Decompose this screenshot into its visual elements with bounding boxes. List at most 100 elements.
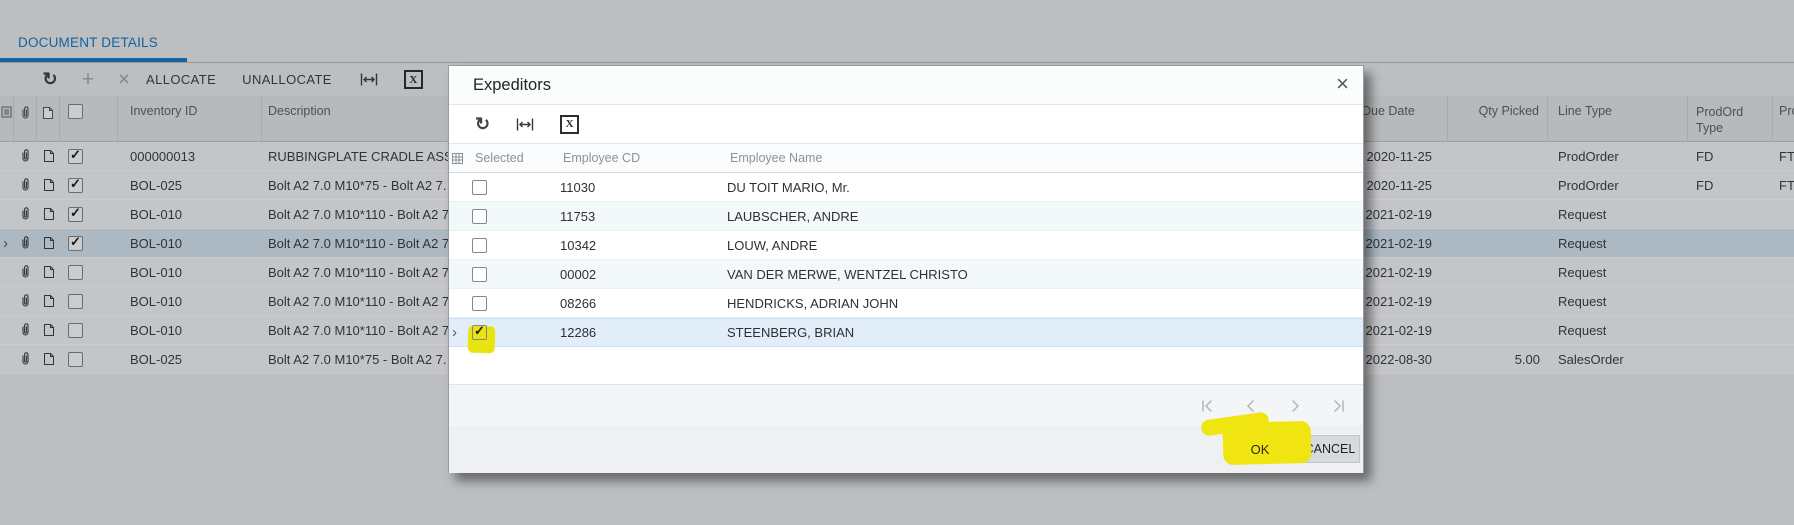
description-cell[interactable]: RUBBINGPLATE CRADLE ASS [268,148,453,164]
line-type-cell[interactable]: ProdOrder [1558,148,1619,164]
row-files-cell[interactable] [14,265,37,279]
employee-name-cell[interactable]: STEENBERG, BRIAN [727,325,855,340]
row-doc-cell[interactable] [37,149,60,163]
employee-name-cell[interactable]: HENDRICKS, ADRIAN JOHN [727,295,899,311]
inventory-id-cell[interactable]: BOL-010 [130,206,183,222]
header-checkbox[interactable] [68,104,83,119]
employee-name-cell[interactable]: LAUBSCHER, ANDRE [727,208,859,224]
files-column-header[interactable] [14,96,37,141]
unallocate-button[interactable]: UNALLOCATE [242,72,332,87]
description-cell[interactable]: Bolt A2 7.0 M10*110 - Bolt A2 7 [268,206,450,222]
column-header-prodord-type[interactable]: ProdOrd Type [1688,96,1773,141]
row-checkbox[interactable] [472,295,487,311]
inventory-id-cell[interactable]: BOL-010 [130,293,183,309]
employee-cd-cell[interactable]: 08266 [560,295,597,311]
last-page-icon[interactable] [1331,398,1347,414]
column-header-line-type[interactable]: Line Type [1548,96,1688,141]
row-checkbox[interactable] [472,237,487,253]
table-row[interactable]: › 10342 LOUW, ANDRE [449,231,1363,260]
inventory-id-cell[interactable]: BOL-010 [130,322,183,338]
description-cell[interactable]: Bolt A2 7.0 M10*75 - Bolt A2 7. [268,351,447,367]
row-doc-cell[interactable] [37,236,60,250]
description-cell[interactable]: Bolt A2 7.0 M10*110 - Bolt A2 7 [268,264,450,280]
row-files-cell[interactable] [14,149,37,163]
employee-cd-cell[interactable]: 10342 [560,237,597,253]
table-row[interactable]: › 12286 STEENBERG, BRIAN [449,318,1363,354]
row-checkbox[interactable] [472,208,487,224]
doc-column-header[interactable] [37,96,60,141]
line-type-cell[interactable]: Request [1558,264,1607,280]
first-page-icon[interactable] [1199,398,1215,414]
employee-cd-cell[interactable]: 11753 [560,208,596,224]
row-doc-cell[interactable] [37,178,60,192]
row-doc-cell[interactable] [37,294,60,308]
prev-page-icon[interactable] [1243,398,1259,414]
row-doc-cell[interactable] [37,323,60,337]
row-doc-cell[interactable] [37,352,60,366]
ok-button[interactable]: OK [1250,441,1270,457]
line-type-cell[interactable]: Request [1558,322,1607,338]
description-cell[interactable]: Bolt A2 7.0 M10*110 - Bolt A2 7 [268,235,450,251]
due-date-cell[interactable]: 2021-02-19 [1365,206,1433,222]
tab-document-details[interactable]: DOCUMENT DETAILS [18,35,158,50]
line-type-cell[interactable]: Request [1558,206,1607,222]
column-header-due-date[interactable]: Due Date [1280,96,1448,141]
line-type-cell[interactable]: Request [1558,235,1607,251]
description-cell[interactable]: Bolt A2 7.0 M10*110 - Bolt A2 7 [268,322,450,338]
table-row[interactable]: › 11030 DU TOIT MARIO, Mr. [449,173,1363,202]
row-checkbox[interactable] [472,179,487,195]
prodord-type-cell[interactable]: FD [1696,177,1714,193]
due-date-cell[interactable]: 2021-02-19 [1365,264,1433,280]
inventory-id-cell[interactable]: BOL-025 [130,351,183,367]
export-to-excel-icon[interactable] [403,70,423,89]
select-all-column-header[interactable] [60,96,118,141]
employee-name-cell[interactable]: DU TOIT MARIO, Mr. [727,179,850,195]
row-checkbox[interactable] [68,264,83,280]
row-files-cell[interactable] [14,352,37,366]
fit-width-icon[interactable] [516,117,534,132]
row-checkbox[interactable] [68,322,83,338]
row-files-cell[interactable] [14,323,37,337]
grid-settings-icon[interactable] [449,152,467,164]
description-cell[interactable]: Bolt A2 7.0 M10*110 - Bolt A2 7 [268,293,450,309]
fit-width-icon[interactable] [360,72,378,87]
qty-picked-cell[interactable]: 5.00 [1514,351,1540,367]
row-files-cell[interactable] [14,207,37,221]
column-header-employee-name[interactable]: Employee Name [730,151,823,165]
column-header-qty-picked[interactable]: Qty Picked [1448,96,1548,141]
row-files-cell[interactable] [14,178,37,192]
row-checkbox[interactable] [472,266,487,282]
row-checkbox[interactable] [68,293,83,309]
line-type-cell[interactable]: Request [1558,293,1607,309]
table-row[interactable]: › 11753 LAUBSCHER, ANDRE [449,202,1363,231]
employee-cd-cell[interactable]: 12286 [560,325,597,340]
due-date-cell[interactable]: 2022-08-30 [1365,351,1433,367]
line-type-cell[interactable]: ProdOrder [1558,177,1619,193]
employee-cd-cell[interactable]: 00002 [560,266,597,282]
table-row[interactable]: › 00002 VAN DER MERWE, WENTZEL CHRISTO [449,260,1363,289]
description-cell[interactable]: Bolt A2 7.0 M10*75 - Bolt A2 7. [268,177,447,193]
row-checkbox[interactable] [68,177,83,193]
pro-cell[interactable]: FT [1779,177,1794,193]
due-date-cell[interactable]: 2021-02-19 [1365,235,1433,251]
inventory-id-cell[interactable]: BOL-010 [130,235,183,251]
column-header-pro[interactable]: Pro [1773,96,1794,141]
column-header-inventory-id[interactable]: Inventory ID [118,96,262,141]
column-header-employee-cd[interactable]: Employee CD [563,151,641,165]
due-date-cell[interactable]: 2021-02-19 [1365,293,1433,309]
row-checkbox[interactable] [68,235,83,251]
row-checkbox[interactable] [68,206,83,222]
row-checkbox[interactable] [68,148,83,164]
row-checkbox[interactable] [68,351,83,367]
column-header-selected[interactable]: Selected [475,151,524,165]
due-date-cell[interactable]: 2020-11-25 [1366,177,1432,193]
inventory-id-cell[interactable]: 000000013 [130,148,196,164]
row-doc-cell[interactable] [37,265,60,279]
inventory-id-cell[interactable]: BOL-010 [130,264,183,280]
table-row[interactable]: › 08266 HENDRICKS, ADRIAN JOHN [449,289,1363,318]
employee-name-cell[interactable]: LOUW, ANDRE [727,237,818,253]
pro-cell[interactable]: FT [1779,148,1794,164]
row-files-cell[interactable] [14,236,37,250]
due-date-cell[interactable]: 2020-11-25 [1366,148,1432,164]
employee-cd-cell[interactable]: 11030 [560,179,596,195]
